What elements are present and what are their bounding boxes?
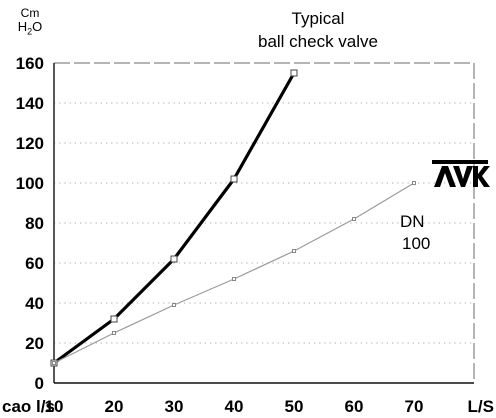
y-tick-label-100: 100 [16, 174, 44, 193]
x-axis-unit: L/S [468, 397, 494, 416]
series-1-point-1 [112, 331, 116, 335]
series-line-1 [53, 182, 415, 364]
x-tick-label-50: 50 [285, 397, 304, 416]
series-1-point-3 [232, 277, 236, 281]
series-0-point-3 [230, 175, 238, 183]
y-unit-line2: H2O [17, 19, 43, 37]
avk-logo-mark [432, 160, 490, 187]
avk-logo [432, 160, 490, 193]
series-0-point-1 [110, 315, 118, 323]
series-label-line-1: DN [400, 212, 425, 231]
y-tick-label-160: 160 [16, 54, 44, 73]
y-tick-label-60: 60 [25, 254, 44, 273]
series-1-point-0 [52, 361, 56, 365]
tick-labels: 0 20 40 60 80 100 120 140 160 cao l/s10 20 30 40 50 60… [2, 54, 494, 416]
y-tick-label-80: 80 [25, 214, 44, 233]
plot-frame [53, 62, 475, 384]
series-1-point-2 [172, 303, 176, 307]
y-tick-label-0: 0 [35, 374, 44, 393]
series-1-point-4 [292, 249, 296, 253]
series-1-point-6 [412, 181, 416, 185]
y-tick-label-40: 40 [25, 294, 44, 313]
series-label-line-2: 100 [402, 234, 431, 253]
series-0-point-2 [170, 255, 178, 263]
x-tick-label-40: 40 [225, 397, 244, 416]
x-tick-label-70: 70 [405, 397, 424, 416]
chart-title-line-2: ball check valve [257, 32, 378, 51]
y-unit-line1: Cm [20, 6, 40, 20]
y-axis-unit: Cm H2O [12, 7, 48, 39]
y-tick-label-120: 120 [16, 134, 44, 153]
series-layer [50, 69, 416, 367]
x-tick-label-60: 60 [345, 397, 364, 416]
x-axis-prefix: cao l/s [2, 397, 55, 416]
series-1-point-5 [352, 217, 356, 221]
series-0-point-4 [290, 69, 298, 77]
y-tick-label-20: 20 [25, 334, 44, 353]
x-tick-label-20: 20 [105, 397, 124, 416]
x-tick-label-10: 10 [45, 397, 64, 416]
x-tick-label-30: 30 [165, 397, 184, 416]
y-tick-label-140: 140 [16, 94, 44, 113]
series-line-0 [52, 71, 296, 365]
chart-title-line-1: Typical [291, 9, 345, 28]
